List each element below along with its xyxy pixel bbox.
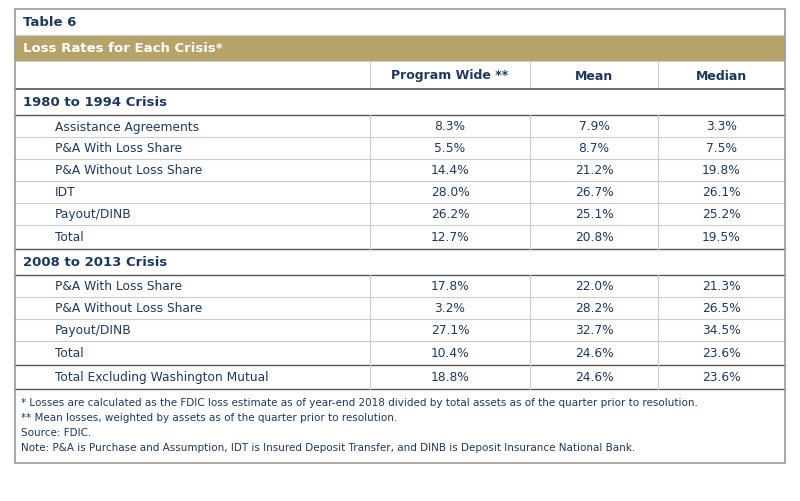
Bar — [15, 90, 785, 116]
Bar — [15, 365, 785, 389]
Text: 28.2%: 28.2% — [574, 302, 614, 315]
Text: Program Wide **: Program Wide ** — [391, 69, 509, 82]
Text: P&A With Loss Share: P&A With Loss Share — [55, 142, 182, 155]
Text: 14.4%: 14.4% — [430, 164, 470, 177]
Text: Total: Total — [55, 231, 84, 244]
Text: 34.5%: 34.5% — [702, 324, 741, 337]
Text: 18.8%: 18.8% — [430, 371, 470, 384]
Text: 19.5%: 19.5% — [702, 231, 741, 244]
Bar — [15, 298, 785, 319]
Text: Mean: Mean — [575, 69, 613, 82]
Text: ** Mean losses, weighted by assets as of the quarter prior to resolution.: ** Mean losses, weighted by assets as of… — [21, 412, 398, 422]
Text: P&A With Loss Share: P&A With Loss Share — [55, 280, 182, 293]
Text: 26.2%: 26.2% — [430, 208, 470, 221]
Text: 3.3%: 3.3% — [706, 120, 737, 133]
Bar — [15, 116, 785, 138]
Text: 26.5%: 26.5% — [702, 302, 741, 315]
Bar — [15, 319, 785, 341]
Text: 28.0%: 28.0% — [430, 186, 470, 199]
Text: 27.1%: 27.1% — [430, 324, 470, 337]
Text: Table 6: Table 6 — [23, 17, 76, 30]
Text: 7.5%: 7.5% — [706, 142, 737, 155]
Text: 8.7%: 8.7% — [578, 142, 610, 155]
Text: 26.1%: 26.1% — [702, 186, 741, 199]
Text: Total: Total — [55, 347, 84, 360]
Bar — [15, 160, 785, 182]
Text: 3.2%: 3.2% — [434, 302, 466, 315]
Text: 24.6%: 24.6% — [574, 347, 614, 360]
Text: * Losses are calculated as the FDIC loss estimate as of year-end 2018 divided by: * Losses are calculated as the FDIC loss… — [21, 397, 698, 407]
Text: 21.2%: 21.2% — [574, 164, 614, 177]
Text: 32.7%: 32.7% — [574, 324, 614, 337]
Text: 12.7%: 12.7% — [430, 231, 470, 244]
Text: Loss Rates for Each Crisis*: Loss Rates for Each Crisis* — [23, 43, 222, 56]
Text: 25.2%: 25.2% — [702, 208, 741, 221]
Text: 22.0%: 22.0% — [574, 280, 614, 293]
Text: 21.3%: 21.3% — [702, 280, 741, 293]
Text: 23.6%: 23.6% — [702, 371, 741, 384]
Bar — [15, 249, 785, 276]
Text: Assistance Agreements: Assistance Agreements — [55, 120, 199, 133]
Bar — [15, 62, 785, 90]
Text: 23.6%: 23.6% — [702, 347, 741, 360]
Bar — [15, 203, 785, 225]
Text: IDT: IDT — [55, 186, 76, 199]
Text: 5.5%: 5.5% — [434, 142, 466, 155]
Text: P&A Without Loss Share: P&A Without Loss Share — [55, 164, 202, 177]
Bar — [15, 138, 785, 160]
Text: 24.6%: 24.6% — [574, 371, 614, 384]
Text: 2008 to 2013 Crisis: 2008 to 2013 Crisis — [23, 256, 167, 269]
Bar — [15, 10, 785, 36]
Text: 7.9%: 7.9% — [578, 120, 610, 133]
Bar — [15, 182, 785, 203]
Text: 17.8%: 17.8% — [430, 280, 470, 293]
Text: Median: Median — [696, 69, 747, 82]
Text: 20.8%: 20.8% — [574, 231, 614, 244]
Bar — [15, 341, 785, 365]
Text: 10.4%: 10.4% — [430, 347, 470, 360]
Text: P&A Without Loss Share: P&A Without Loss Share — [55, 302, 202, 315]
Text: 8.3%: 8.3% — [434, 120, 466, 133]
Text: Total Excluding Washington Mutual: Total Excluding Washington Mutual — [55, 371, 269, 384]
Bar — [15, 225, 785, 249]
Text: 19.8%: 19.8% — [702, 164, 741, 177]
Text: 26.7%: 26.7% — [574, 186, 614, 199]
Text: 25.1%: 25.1% — [574, 208, 614, 221]
Text: Note: P&A is Purchase and Assumption, IDT is Insured Deposit Transfer, and DINB : Note: P&A is Purchase and Assumption, ID… — [21, 442, 635, 452]
Text: Payout/DINB: Payout/DINB — [55, 208, 132, 221]
Text: Payout/DINB: Payout/DINB — [55, 324, 132, 337]
Bar — [15, 276, 785, 298]
Text: Source: FDIC.: Source: FDIC. — [21, 427, 91, 437]
Bar — [15, 36, 785, 62]
Text: 1980 to 1994 Crisis: 1980 to 1994 Crisis — [23, 96, 167, 109]
